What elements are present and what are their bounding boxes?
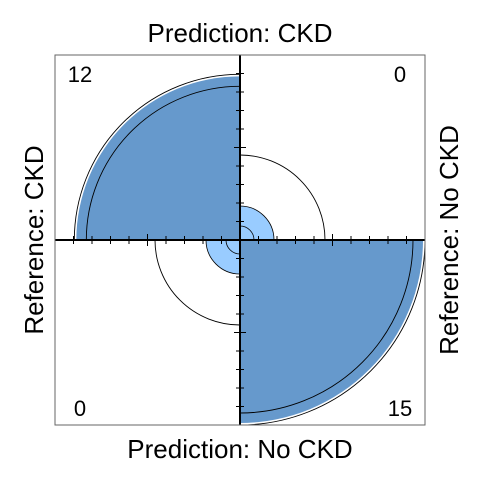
label-left: Reference: CKD	[19, 145, 49, 334]
sectors-layer	[76, 76, 423, 423]
label-bottom: Prediction: No CKD	[127, 434, 352, 464]
ring-outer-br	[239, 239, 426, 426]
label-right: Reference: No CKD	[434, 125, 464, 355]
confidence-rings-layer	[73, 73, 426, 426]
ring-inner-tl	[85, 85, 241, 241]
ring-inner-br	[239, 239, 414, 414]
plot-frame	[54, 54, 426, 426]
count-label-bl: 0	[74, 396, 86, 421]
axes-layer	[55, 55, 425, 425]
inner-ring-bl	[225, 239, 241, 255]
ring-outer-tl	[73, 73, 241, 241]
inner-sector-tr	[239, 205, 275, 241]
sector-tl	[76, 76, 240, 240]
inner-ring-tr	[239, 225, 255, 241]
inner-sector-bl	[205, 239, 241, 275]
sector-br	[240, 240, 423, 423]
inner-sectors-layer	[205, 205, 275, 275]
label-top: Prediction: CKD	[148, 18, 333, 48]
ring-outer-tr	[239, 154, 326, 241]
count-label-tl: 12	[68, 62, 92, 87]
count-label-tr: 0	[394, 62, 406, 87]
count-label-br: 15	[388, 396, 412, 421]
ring-outer-bl	[154, 239, 241, 326]
